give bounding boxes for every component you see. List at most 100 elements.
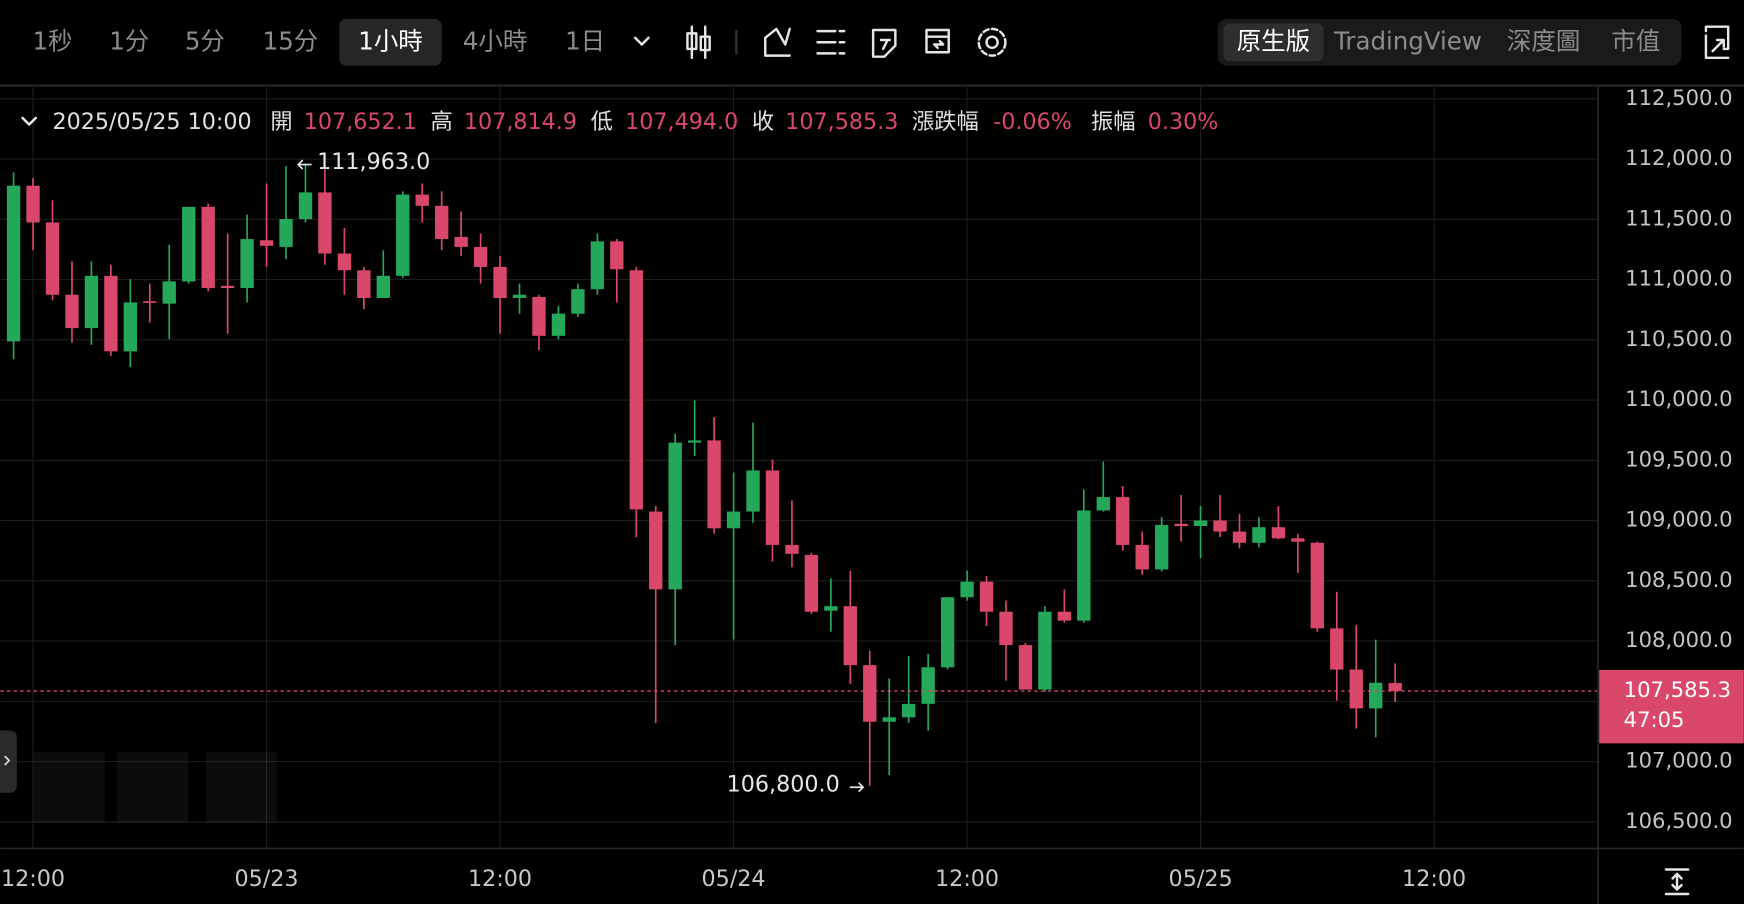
candle-body bbox=[45, 222, 60, 295]
candle-body bbox=[1038, 611, 1052, 690]
max-annotation: 111,963.0 bbox=[317, 149, 430, 175]
candle-body bbox=[65, 294, 79, 329]
candle-body bbox=[337, 253, 352, 271]
y-tick-label: 109,500.0 bbox=[1625, 446, 1732, 471]
timeframe-button[interactable]: 5分 bbox=[185, 26, 225, 55]
x-tick-label: 12:00 bbox=[1, 866, 65, 892]
replay-icon[interactable] bbox=[925, 28, 950, 54]
candle-body bbox=[1349, 669, 1363, 709]
timeframe-button[interactable]: 4小時 bbox=[463, 26, 527, 55]
watermark bbox=[33, 751, 278, 823]
candle-body bbox=[473, 246, 488, 267]
scale-icon[interactable] bbox=[1664, 868, 1690, 896]
candle-body bbox=[162, 281, 176, 304]
info-value: 107,652.1 bbox=[304, 109, 417, 135]
y-tick-label: 111,500.0 bbox=[1625, 205, 1732, 230]
active-tab-bg bbox=[1223, 23, 1324, 62]
candle-body bbox=[1116, 497, 1130, 545]
y-tick-label: 109,000.0 bbox=[1625, 507, 1732, 532]
info-label: 漲跌幅 bbox=[912, 109, 979, 135]
candle-body bbox=[84, 275, 99, 329]
view-tab[interactable]: 深度圖 bbox=[1507, 26, 1580, 55]
candle-body bbox=[1135, 544, 1149, 570]
info-label: 收 bbox=[752, 109, 774, 135]
x-tick-label: 12:00 bbox=[1402, 866, 1466, 892]
toolbar: 1秒 1分 5分 15分 1小時 4小時 1日 原生版 TradingView 深度圖 市值 bbox=[32, 18, 1730, 66]
view-tab[interactable]: TradingView bbox=[1333, 26, 1482, 55]
candle-body bbox=[454, 236, 468, 247]
timeframe-button[interactable]: 15分 bbox=[263, 26, 319, 55]
candle-body bbox=[532, 296, 546, 336]
candle-body bbox=[610, 241, 624, 270]
x-tick-label: 05/23 bbox=[235, 866, 299, 892]
x-tick-label: 12:00 bbox=[935, 866, 999, 892]
info-value: 107,814.9 bbox=[464, 109, 577, 135]
candle-body bbox=[960, 581, 974, 598]
candle-body bbox=[104, 275, 118, 352]
candle-body bbox=[746, 470, 760, 512]
candle-body bbox=[765, 470, 780, 545]
timeframe-button[interactable]: 1秒 bbox=[32, 26, 72, 55]
view-tab[interactable]: 原生版 bbox=[1237, 26, 1310, 55]
candle-body bbox=[1077, 510, 1091, 621]
candle-body bbox=[940, 597, 955, 668]
candle-body bbox=[1018, 645, 1033, 690]
candle-body bbox=[396, 194, 410, 276]
candle-body bbox=[649, 511, 663, 590]
y-tick-label: 107,000.0 bbox=[1625, 748, 1732, 773]
candle-body bbox=[1271, 527, 1286, 539]
more-timeframes[interactable] bbox=[633, 36, 650, 46]
draw-icon[interactable] bbox=[871, 28, 897, 58]
candle-body bbox=[1369, 682, 1383, 709]
candle-body bbox=[882, 717, 896, 722]
candle-body bbox=[687, 440, 702, 443]
last-price-label: 107,585.3 bbox=[1624, 677, 1731, 702]
info-value: 107,494.0 bbox=[625, 109, 738, 135]
min-arrow bbox=[849, 782, 865, 793]
candle-body bbox=[804, 554, 819, 612]
candle-body bbox=[726, 511, 741, 529]
fullscreen-icon[interactable] bbox=[1704, 25, 1730, 60]
candle-body bbox=[240, 239, 254, 288]
y-tick-label: 108,500.0 bbox=[1625, 567, 1732, 592]
candle-body bbox=[1232, 531, 1247, 543]
min-annotation: 106,800.0 bbox=[727, 772, 840, 798]
candle-body bbox=[979, 581, 994, 612]
list-icon[interactable] bbox=[816, 29, 846, 55]
candle-body bbox=[493, 266, 507, 298]
info-label: 振幅 bbox=[1091, 109, 1135, 135]
candle-body bbox=[824, 606, 838, 611]
timeframe-button[interactable]: 1日 bbox=[565, 26, 605, 55]
candle-body bbox=[415, 194, 429, 206]
timeframe-button[interactable]: 1小時 bbox=[358, 26, 422, 55]
view-tab[interactable]: 市值 bbox=[1611, 26, 1660, 55]
x-tick-label: 05/24 bbox=[702, 866, 766, 892]
candle-body bbox=[1154, 524, 1169, 570]
candle-body bbox=[551, 313, 566, 336]
indicator-icon[interactable] bbox=[764, 27, 791, 57]
info-label: 高 bbox=[431, 109, 453, 135]
info-collapse[interactable] bbox=[21, 116, 38, 126]
info-datetime: 2025/05/25 10:00 bbox=[53, 109, 252, 135]
candle-body bbox=[921, 667, 935, 704]
candle-body bbox=[785, 544, 799, 554]
settings-icon[interactable] bbox=[977, 27, 1007, 57]
timeframe-button[interactable]: 1分 bbox=[109, 26, 149, 55]
candle-body bbox=[1057, 611, 1072, 621]
active-timeframe-bg bbox=[339, 18, 442, 66]
info-value: -0.06% bbox=[993, 109, 1072, 135]
candle-body bbox=[1174, 523, 1188, 527]
candle-body bbox=[123, 302, 138, 352]
candle-body bbox=[143, 301, 157, 303]
candle-body bbox=[707, 440, 721, 529]
candle-body bbox=[590, 241, 605, 290]
info-label: 低 bbox=[591, 109, 613, 135]
candle-type-icon[interactable] bbox=[686, 25, 711, 60]
info-value: 0.30% bbox=[1148, 109, 1219, 135]
candle-body bbox=[26, 185, 40, 223]
candle-body bbox=[668, 442, 682, 590]
candle-body bbox=[1291, 538, 1305, 542]
y-tick-label: 110,500.0 bbox=[1625, 326, 1732, 351]
